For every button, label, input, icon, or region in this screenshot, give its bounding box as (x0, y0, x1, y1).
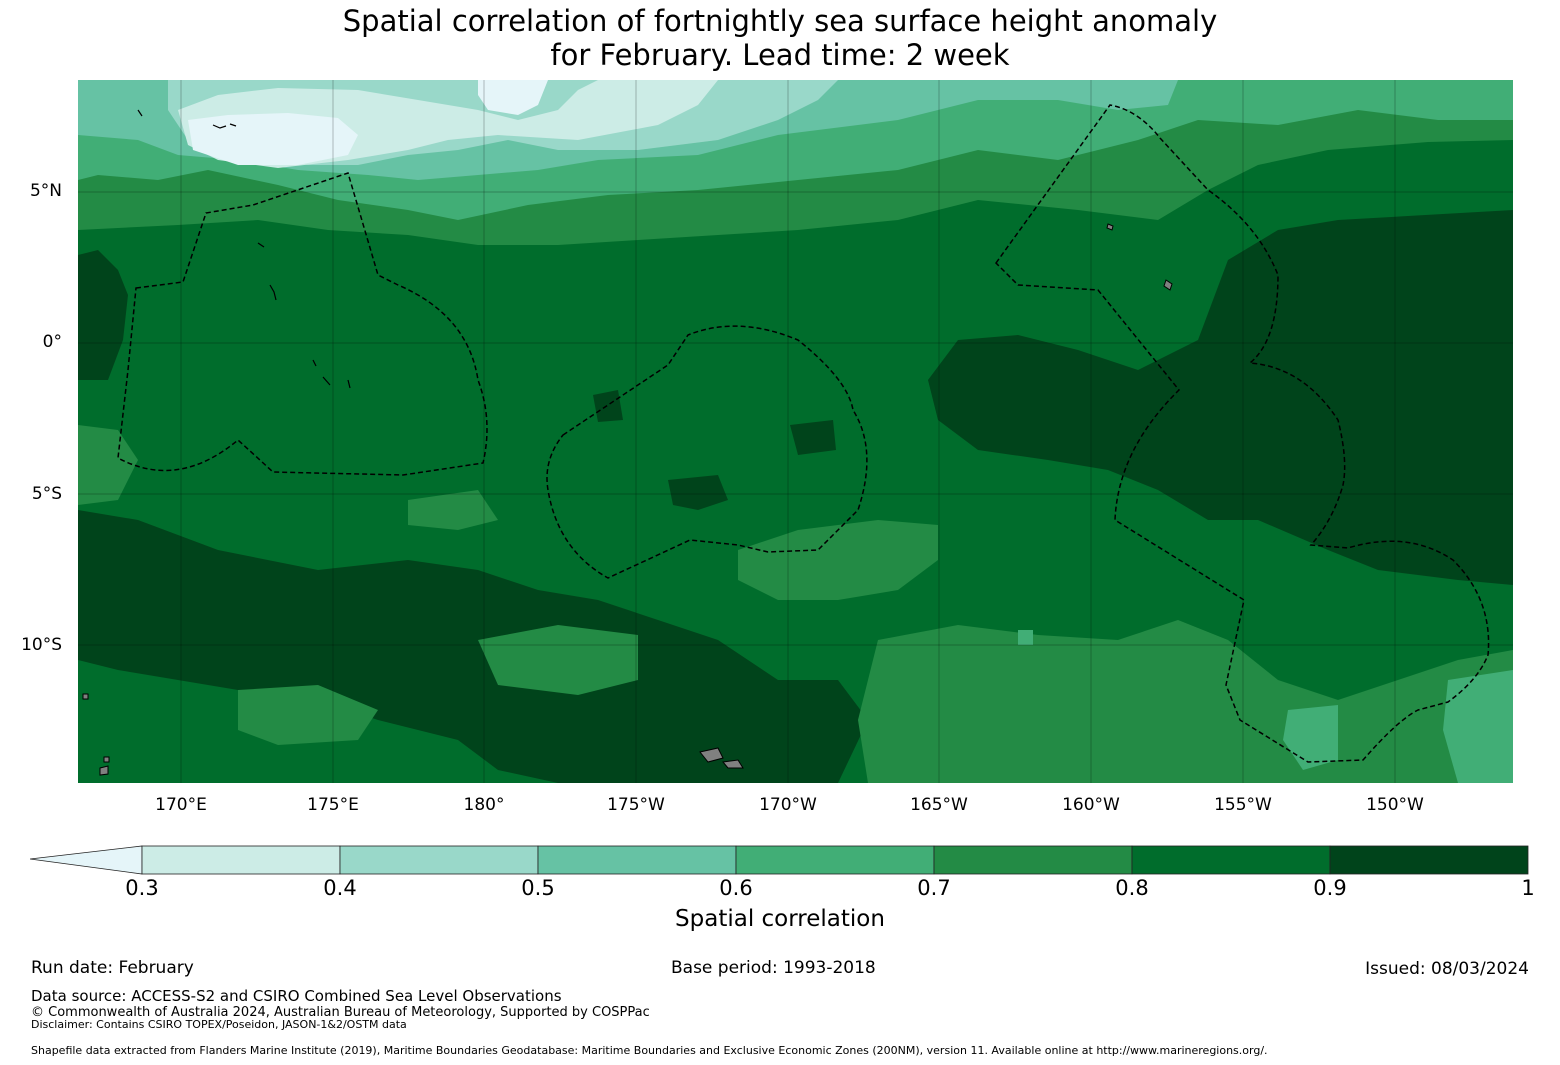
colorbar (30, 845, 1529, 875)
eez-boundary-west (117, 172, 488, 476)
chart-title: Spatial correlation of fortnightly sea s… (0, 4, 1560, 72)
field-0.9-1-patch-1 (668, 475, 728, 510)
island-4 (82, 693, 89, 700)
field-0.7-0.8-west (78, 425, 138, 505)
field-0.9-1-east (928, 210, 1513, 585)
data-source: Data source: ACCESS-S2 and CSIRO Combine… (31, 987, 562, 1005)
field-0.9-1-patch-2 (790, 420, 836, 455)
eez-boundary-east (995, 104, 1490, 763)
lon-label-170W: 170°W (759, 795, 817, 815)
copyright: © Commonwealth of Australia 2024, Austra… (31, 1005, 650, 1020)
field-0.9-1-patch-3 (593, 390, 623, 422)
colorbar-tick-0.7: 0.7 (917, 876, 951, 900)
field-0.9-1-south (78, 510, 868, 783)
lon-label-175E: 175°E (307, 795, 359, 815)
colorbar-segment-0.6-0.7 (735, 845, 935, 875)
lon-label-175W: 175°W (607, 795, 665, 815)
field-0.7-0.8-mid-south (408, 490, 498, 530)
island-samoa-2 (722, 759, 744, 769)
colorbar-tick-0.3: 0.3 (125, 876, 159, 900)
colorbar-tick-0.8: 0.8 (1115, 876, 1149, 900)
title-line-1: Spatial correlation of fortnightly sea s… (342, 4, 1218, 38)
run-date: Run date: February (31, 958, 194, 978)
atoll-5 (347, 379, 351, 389)
colorbar-segment-0.9-1 (1329, 845, 1529, 875)
lon-label-150W: 150°W (1366, 795, 1424, 815)
colorbar-segment-0.8-0.9 (1131, 845, 1331, 875)
atolls (137, 109, 351, 389)
lon-label-155W: 155°W (1214, 795, 1272, 815)
colorbar-label: Spatial correlation (675, 906, 885, 932)
atoll-1 (212, 124, 227, 129)
eez-boundary-center (546, 325, 868, 579)
islands (82, 223, 1173, 776)
field-0.7-0.8-sw (238, 685, 378, 745)
lon-label-180: 180° (463, 795, 505, 815)
colorbar-segment-0.4-0.5 (339, 845, 539, 875)
shapefile-credit: Shapefile data extracted from Flanders M… (31, 1044, 1268, 1057)
island-2 (1106, 223, 1114, 231)
field-0.7-0.8-south-center (478, 625, 638, 695)
colorbar-segment-0.3-0.4 (141, 845, 341, 875)
lon-label-160W: 160°W (1062, 795, 1120, 815)
colorbar-tick-0.4: 0.4 (323, 876, 357, 900)
colorbar-segment-0.7-0.8 (933, 845, 1133, 875)
field-below-0.3-north-2 (478, 80, 548, 115)
atoll-2 (229, 123, 237, 127)
field-below-0.3-north (188, 113, 358, 165)
disclaimer: Disclaimer: Contains CSIRO TOPEX/Poseido… (31, 1018, 407, 1031)
atoll-6 (137, 109, 143, 117)
lat-label-0: 0° (42, 332, 62, 352)
island-5 (103, 756, 110, 763)
field-0.9-1-west (78, 250, 128, 380)
colorbar-tick-0.5: 0.5 (521, 876, 555, 900)
colorbar-tick-1: 1 (1521, 876, 1535, 900)
field-0.6-0.7-center-east (1018, 630, 1033, 645)
atoll-3 (269, 284, 277, 301)
lon-label-170E: 170°E (155, 795, 207, 815)
field-0.7-0.8-south-east (858, 620, 1513, 783)
atoll-7 (257, 242, 265, 248)
island-1 (1163, 279, 1173, 291)
base-period: Base period: 1993-2018 (671, 958, 876, 978)
field-0.6-0.7-far-east (1443, 670, 1513, 783)
issued-date: Issued: 08/03/2024 (1365, 959, 1529, 979)
map-canvas (78, 80, 1513, 783)
lat-label-5S: 5°S (31, 484, 62, 504)
colorbar-extend-triangle (30, 845, 143, 875)
field-0.7-0.8-center (738, 520, 938, 600)
field-0.6-0.7-south-east (1283, 705, 1338, 770)
lat-label-10S: 10°S (21, 635, 62, 655)
gridlines (78, 80, 1513, 783)
colorbar-segment-0.5-0.6 (537, 845, 737, 875)
correlation-map (78, 80, 1513, 783)
atoll-4 (322, 376, 331, 386)
colorbar-tick-0.9: 0.9 (1313, 876, 1347, 900)
colorbar-tick-0.6: 0.6 (719, 876, 753, 900)
title-line-2: for February. Lead time: 2 week (550, 38, 1010, 72)
atoll-8 (312, 359, 317, 367)
lat-label-5N: 5°N (29, 181, 62, 201)
lon-label-165W: 165°W (910, 795, 968, 815)
island-3 (99, 765, 109, 776)
eez-boundaries (117, 104, 1490, 763)
island-samoa-1 (699, 747, 724, 763)
